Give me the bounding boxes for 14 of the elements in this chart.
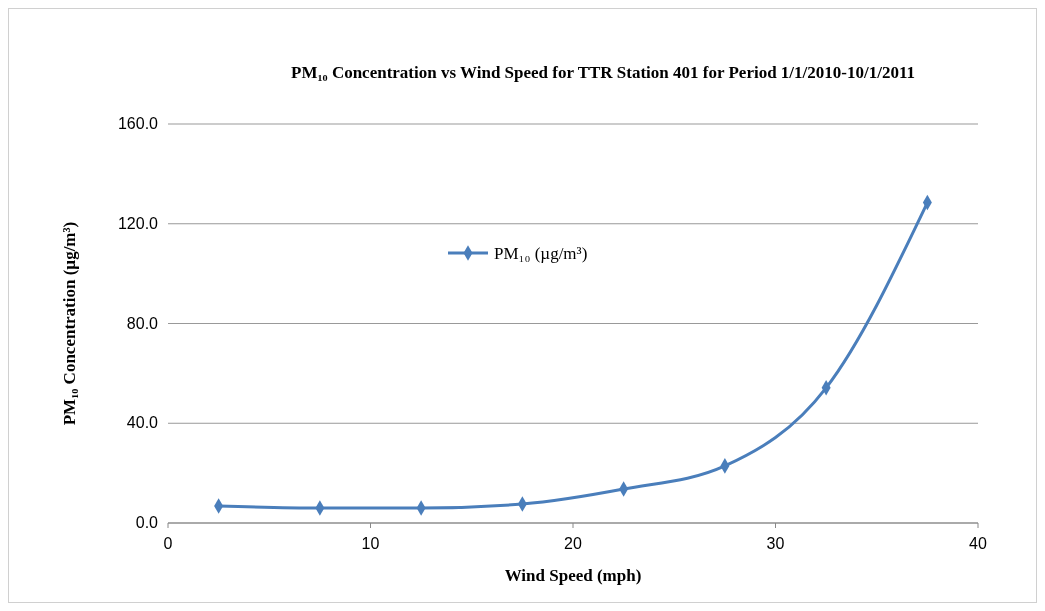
x-tick-label: 40 [969, 535, 987, 552]
x-tick-label: 20 [564, 535, 582, 552]
y-axis-title: PM₁₀ Concentration (µg/m³) [60, 221, 79, 426]
y-tick-label: 160.0 [117, 115, 159, 132]
x-tick-label: 30 [766, 535, 785, 552]
chart-title: PM₁₀ Concentration vs Wind Speed for TTR Station 401 for Period 1/1/2010-10/1/2011 [291, 63, 915, 82]
x-axis-title: Wind Speed (mph) [504, 566, 642, 585]
y-tick-label: 40.0 [126, 414, 159, 432]
x-tick-label: 10 [361, 535, 380, 552]
y-tick-label: 80.0 [126, 314, 159, 332]
y-tick-label: 120.0 [117, 214, 159, 232]
x-tick-label: 0 [163, 535, 173, 552]
legend-label: PM₁₀ (µg/m³) [494, 244, 588, 263]
y-tick-label: 0.0 [135, 514, 159, 531]
